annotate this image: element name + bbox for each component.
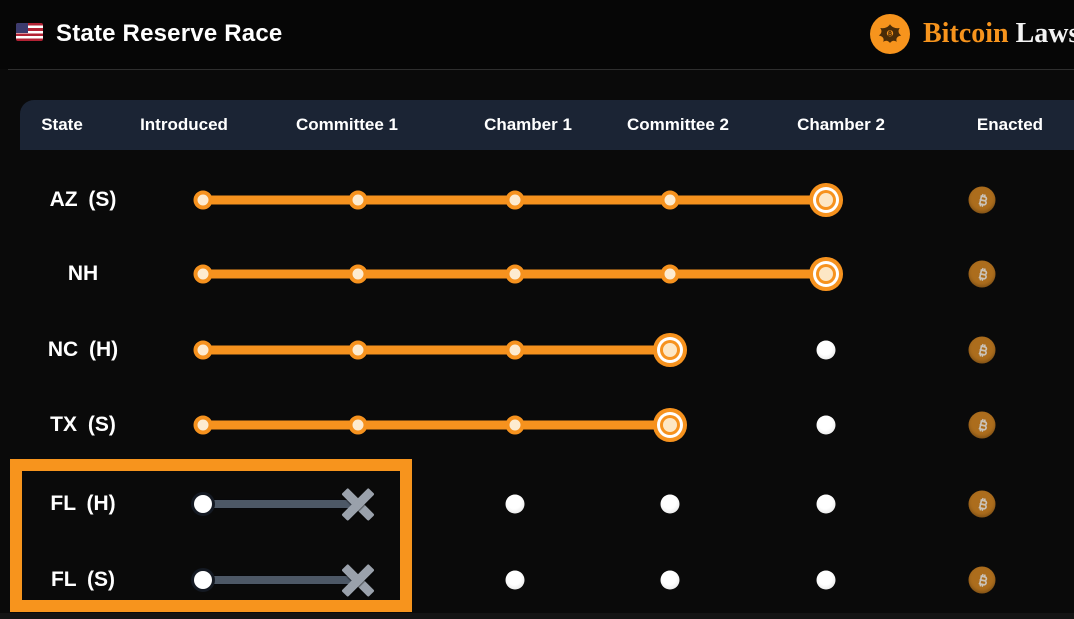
stage-dot-completed (193, 264, 213, 284)
stage-dot-future (816, 494, 836, 514)
stage-dot-future (660, 494, 680, 514)
page-bottom-edge (0, 613, 1074, 619)
brand-logo[interactable]: B Bitcoin Laws (870, 13, 1074, 55)
stage-dot-future (505, 570, 525, 590)
stage-dot-current (663, 418, 677, 432)
stage-dot-completed (193, 190, 213, 210)
header-divider (8, 69, 1074, 70)
stage-dot-completed (505, 190, 525, 210)
dead-track (203, 576, 358, 584)
table-header-row: State Introduced Committee 1 Chamber 1 C… (20, 100, 1074, 150)
stage-dot-completed (193, 340, 213, 360)
page-title: State Reserve Race (56, 20, 283, 47)
dead-bill-x-icon (338, 484, 378, 524)
col-header-chamber1: Chamber 1 (484, 115, 572, 134)
svg-text:B: B (888, 31, 893, 38)
stage-dot-completed (348, 415, 368, 435)
stage-dot-current (819, 267, 833, 281)
stage-dot-completed (348, 190, 368, 210)
stage-dot-dead-start (194, 495, 212, 513)
enacted-bitcoin-coin-icon (968, 490, 996, 518)
table-body: AZ (S) NH NC (H) TX (S) FL (H) FL (S) (0, 150, 1074, 619)
enacted-bitcoin-coin-icon (968, 186, 996, 214)
col-header-introduced: Introduced (140, 115, 228, 134)
enacted-bitcoin-coin-icon (968, 260, 996, 288)
stage-dot-completed (505, 340, 525, 360)
col-header-state: State (41, 115, 83, 134)
stage-dot-completed (348, 264, 368, 284)
us-flag-icon (16, 23, 43, 41)
brand-name-laws: Laws (1015, 18, 1074, 49)
state-label: NH (67, 262, 99, 285)
dead-bill-x-icon (338, 560, 378, 600)
col-header-committee2: Committee 2 (626, 115, 730, 134)
stage-dot-future (816, 570, 836, 590)
col-header-committee1: Committee 1 (295, 115, 399, 134)
col-header-enacted: Enacted (976, 115, 1044, 134)
progress-track (203, 420, 670, 430)
stage-dot-future (505, 494, 525, 514)
stage-dot-future (816, 415, 836, 435)
stage-dot-current (819, 193, 833, 207)
enacted-bitcoin-coin-icon (968, 566, 996, 594)
brand-name-bitcoin: Bitcoin (923, 18, 1009, 49)
state-label: NC (H) (47, 338, 119, 361)
top-bar: State Reserve Race B Bitcoin Laws (0, 0, 1074, 69)
progress-track (203, 345, 670, 355)
stage-dot-completed (348, 340, 368, 360)
state-label: FL (H) (50, 492, 116, 515)
stage-dot-future (660, 570, 680, 590)
enacted-bitcoin-coin-icon (968, 411, 996, 439)
stage-dot-completed (660, 190, 680, 210)
stage-dot-completed (660, 264, 680, 284)
brand-name: Bitcoin Laws (923, 18, 1074, 50)
state-label: AZ (S) (49, 188, 117, 211)
state-label: TX (S) (50, 413, 116, 436)
col-header-chamber2: Chamber 2 (797, 115, 885, 134)
enacted-bitcoin-coin-icon (968, 336, 996, 364)
stage-dot-completed (193, 415, 213, 435)
eagle-seal-icon: B (870, 14, 910, 54)
stage-dot-dead-start (194, 571, 212, 589)
dead-track (203, 500, 358, 508)
state-label: FL (S) (50, 568, 116, 591)
stage-dot-current (663, 343, 677, 357)
stage-dot-future (816, 340, 836, 360)
stage-dot-completed (505, 264, 525, 284)
stage-dot-completed (505, 415, 525, 435)
